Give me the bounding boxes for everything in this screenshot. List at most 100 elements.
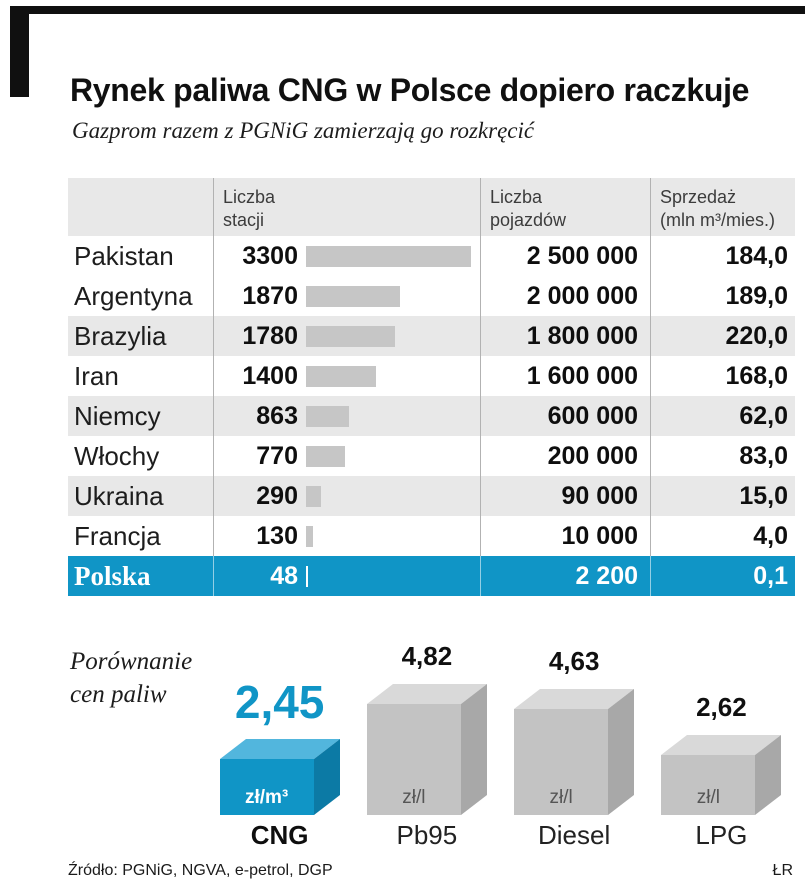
- table-row: Argentyna 1870 2 000 000 189,0: [68, 276, 795, 316]
- country-label: Pakistan: [74, 240, 174, 271]
- country-label: Polska: [74, 560, 151, 591]
- stations-cell: 290: [213, 476, 480, 516]
- country-label: Włochy: [74, 440, 160, 471]
- sales-value: 15,0: [650, 476, 795, 516]
- corner-mark: [10, 6, 29, 97]
- page-subtitle: Gazprom razem z PGNiG zamierzają go rozk…: [72, 118, 535, 143]
- fuel-name: LPG: [695, 820, 748, 851]
- stations-value: 1870: [242, 281, 298, 310]
- country-label: Argentyna: [74, 280, 193, 311]
- vehicles-value: 2 000 000: [480, 276, 650, 316]
- stations-cell: 1870: [213, 276, 480, 316]
- page-title: Rynek paliwa CNG w Polsce dopiero raczku…: [70, 72, 750, 108]
- stations-bar: [306, 525, 313, 547]
- stations-bar: [306, 485, 321, 507]
- price-chart-label: Porównanie cen paliw: [70, 648, 193, 708]
- table-row: Brazylia 1780 1 800 000 220,0: [68, 316, 795, 356]
- table-row: Polska 48 2 200 0,1: [68, 556, 795, 596]
- vehicles-value: 1 600 000: [480, 356, 650, 396]
- vehicles-value: 1 800 000: [480, 316, 650, 356]
- stations-value: 290: [256, 481, 298, 510]
- stations-cell: 770: [213, 436, 480, 476]
- fuel-price-group: 4,63 zł/l Diesel: [501, 646, 648, 850]
- country-label: Niemcy: [74, 400, 161, 431]
- table-header: Liczba stacji Liczba pojazdów Sprzedaż (…: [68, 178, 795, 236]
- stations-bar: [306, 445, 345, 467]
- stations-value: 770: [256, 441, 298, 470]
- price-value: 2,45: [234, 676, 325, 729]
- stations-cell: 130: [213, 516, 480, 556]
- stations-bar: [306, 405, 350, 427]
- stations-value: 1400: [242, 361, 298, 390]
- table-row: Iran 1400 1 600 000 168,0: [68, 356, 795, 396]
- sales-value: 168,0: [650, 356, 795, 396]
- column-header-vehicles: Liczba pojazdów: [480, 178, 650, 236]
- price-unit: zł/m³: [244, 787, 289, 809]
- fuel-name: Diesel: [538, 820, 611, 851]
- price-cube: zł/l: [661, 735, 782, 816]
- price-cube: zł/l: [366, 684, 487, 816]
- sales-value: 220,0: [650, 316, 795, 356]
- sales-value: 0,1: [650, 556, 795, 596]
- stations-bar: [306, 565, 309, 587]
- table-body: Pakistan 3300 2 500 000 184,0 Argentyna 1870 2…: [68, 236, 795, 596]
- footer: Źródło: PGNiG, NGVA, e-petrol, DGP ŁR: [68, 862, 793, 880]
- author-credit: ŁR: [772, 862, 793, 879]
- fuel-price-group: 2,62 zł/l LPG: [648, 692, 795, 850]
- vehicles-value: 10 000: [480, 516, 650, 556]
- stations-cell: 3300: [213, 236, 480, 276]
- cng-market-table: Liczba stacji Liczba pojazdów Sprzedaż (…: [68, 178, 795, 596]
- column-header-country: [68, 178, 213, 236]
- top-rule: [10, 6, 805, 14]
- vehicles-value: 90 000: [480, 476, 650, 516]
- price-unit: zł/l: [549, 787, 573, 809]
- price-unit: zł/l: [402, 787, 426, 809]
- sales-value: 4,0: [650, 516, 795, 556]
- vehicles-value: 600 000: [480, 396, 650, 436]
- price-unit: zł/l: [696, 787, 720, 809]
- vehicles-value: 2 500 000: [480, 236, 650, 276]
- stations-cell: 48: [213, 556, 480, 596]
- price-cube: zł/m³: [219, 739, 340, 816]
- table-row: Ukraina 290 90 000 15,0: [68, 476, 795, 516]
- price-cube-groups: 2,45 zł/m³ CNG 4,82 zł/l Pb95 4,63 zł/l Diesel 2,…: [206, 638, 795, 850]
- vehicles-value: 200 000: [480, 436, 650, 476]
- column-header-stations: Liczba stacji: [213, 178, 480, 236]
- stations-value: 863: [256, 401, 298, 430]
- sales-value: 184,0: [650, 236, 795, 276]
- fuel-price-chart: Porównanie cen paliw 2,45 zł/m³ CNG 4,82 zł/…: [68, 638, 795, 850]
- fuel-name: CNG: [250, 820, 309, 851]
- stations-bar: [306, 245, 471, 267]
- stations-cell: 863: [213, 396, 480, 436]
- price-cube: zł/l: [514, 689, 635, 816]
- cube-graphic: [366, 684, 487, 816]
- table-row: Pakistan 3300 2 500 000 184,0: [68, 236, 795, 276]
- price-value: 4,63: [548, 646, 600, 677]
- fuel-price-group: 4,82 zł/l Pb95: [353, 641, 500, 850]
- stations-value: 1780: [242, 321, 298, 350]
- column-header-sales: Sprzedaż (mln m³/mies.): [650, 178, 795, 236]
- price-value: 2,62: [696, 692, 747, 723]
- table-row: Włochy 770 200 000 83,0: [68, 436, 795, 476]
- sales-value: 189,0: [650, 276, 795, 316]
- stations-value: 130: [256, 521, 298, 550]
- cube-graphic: [219, 739, 340, 816]
- stations-bar: [306, 285, 400, 307]
- stations-cell: 1780: [213, 316, 480, 356]
- stations-value: 3300: [242, 241, 298, 270]
- country-label: Francja: [74, 520, 161, 551]
- table-row: Francja 130 10 000 4,0: [68, 516, 795, 556]
- country-label: Iran: [74, 360, 119, 391]
- sales-value: 83,0: [650, 436, 795, 476]
- fuel-price-group: 2,45 zł/m³ CNG: [206, 675, 353, 850]
- cube-graphic: [661, 735, 782, 816]
- country-label: Ukraina: [74, 480, 164, 511]
- stations-bar: [306, 325, 395, 347]
- stations-bar: [306, 365, 376, 387]
- fuel-name: Pb95: [396, 820, 458, 851]
- country-label: Brazylia: [74, 320, 167, 351]
- vehicles-value: 2 200: [480, 556, 650, 596]
- cube-graphic: [514, 689, 635, 816]
- source-note: Źródło: PGNiG, NGVA, e-petrol, DGP: [68, 862, 333, 879]
